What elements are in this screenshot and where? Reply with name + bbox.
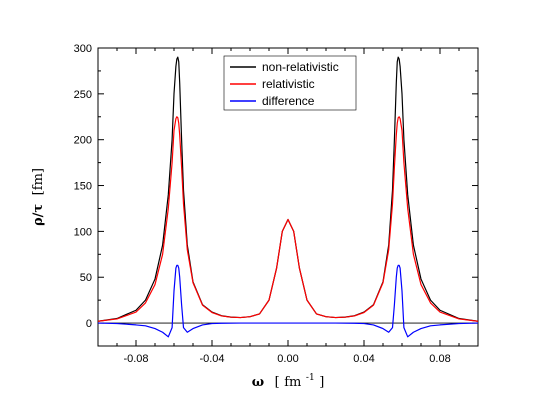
series-line-relativistic <box>98 116 478 322</box>
series-lines <box>98 56 478 338</box>
x-tick-label: -0.04 <box>199 353 224 365</box>
x-axis-label-symbol: ω <box>252 375 264 390</box>
x-axis-label: ω [ fm -1 ] <box>252 369 325 390</box>
y-axis-label: ρ/τ [fm] <box>31 168 46 226</box>
y-tick-label: 250 <box>74 89 92 101</box>
y-tick-label: 50 <box>80 272 92 284</box>
x-axis-label-unit-exponent: -1 <box>306 373 315 383</box>
legend-label-difference: difference <box>262 94 315 108</box>
y-axis-label-unit: [fm] <box>31 168 46 195</box>
y-tick-label: 300 <box>74 43 92 55</box>
x-tick-label: -0.08 <box>123 353 148 365</box>
x-tick-label: 0.04 <box>353 353 374 365</box>
x-tick-label: 0.08 <box>429 353 450 365</box>
legend: non-relativistic relativistic difference <box>223 55 357 111</box>
y-tick-label: 0 <box>86 318 92 330</box>
x-axis-ticks: -0.08 -0.04 0.00 0.04 0.08 <box>97 48 479 365</box>
y-axis-ticks: 0 50 100 150 200 250 300 <box>74 43 478 347</box>
legend-label-relativistic: relativistic <box>262 77 315 91</box>
y-tick-label: 200 <box>74 135 92 147</box>
x-axis-label-unit-close: ] <box>319 375 324 390</box>
y-tick-label: 100 <box>74 226 92 238</box>
y-tick-label: 150 <box>74 181 92 193</box>
x-axis-label-unit-open: [ <box>275 375 280 390</box>
x-tick-label: 0.00 <box>277 353 298 365</box>
series-line-difference <box>98 264 478 338</box>
legend-label-non-relativistic: non-relativistic <box>262 60 339 74</box>
x-axis-label-unit: fm <box>284 375 301 390</box>
y-axis-label-symbol: ρ/τ <box>31 204 46 226</box>
